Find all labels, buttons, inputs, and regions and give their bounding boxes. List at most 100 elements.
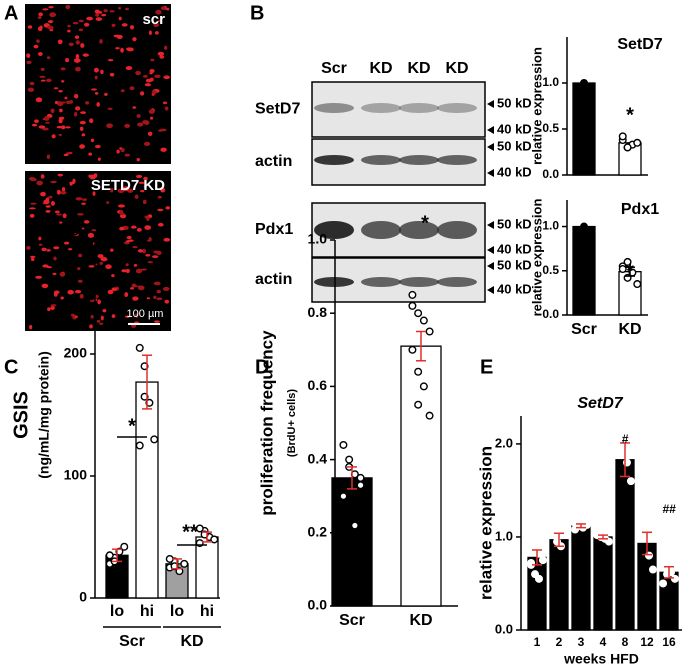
cell: [132, 37, 137, 42]
cell: [67, 24, 71, 28]
cell: [116, 149, 120, 154]
cell: [29, 177, 37, 182]
data-point: [135, 343, 144, 352]
cell: [166, 7, 170, 11]
marker-arrow: [487, 100, 494, 108]
lane-label: KD: [445, 60, 468, 77]
y-tick-label: 200: [64, 345, 88, 361]
band: [399, 103, 439, 113]
cell: [37, 52, 43, 57]
cell: [46, 154, 51, 159]
data-point: [135, 441, 144, 450]
cell: [130, 287, 134, 290]
cell: [56, 125, 63, 129]
annotation: ##: [662, 502, 676, 516]
cell: [33, 44, 39, 49]
cell: [120, 47, 124, 53]
x-tick-label: hi: [140, 603, 154, 620]
cell: [91, 229, 97, 232]
cell: [106, 201, 110, 204]
cell: [131, 225, 137, 229]
cell: [80, 43, 85, 48]
cell: [124, 123, 131, 128]
cell: [154, 320, 160, 323]
cell: [129, 86, 135, 91]
cell: [40, 191, 46, 197]
lane-label: KD: [407, 60, 430, 77]
annotation: *: [421, 212, 429, 234]
cell: [52, 272, 57, 276]
annotation: **: [182, 521, 198, 543]
band: [314, 155, 354, 165]
cell: [96, 102, 100, 107]
cell: [40, 174, 45, 179]
cell: [90, 138, 95, 143]
cell: [110, 188, 114, 193]
data-point: [637, 514, 646, 523]
cell: [106, 123, 114, 129]
cell: [120, 89, 125, 93]
cell: [109, 72, 115, 77]
cell: [89, 118, 94, 124]
cell: [29, 324, 33, 330]
band: [314, 277, 354, 287]
cell: [48, 6, 54, 9]
group-label: KD: [180, 633, 203, 650]
cell: [150, 58, 155, 62]
cell: [64, 241, 70, 245]
data-point: [425, 327, 434, 336]
cell: [157, 51, 165, 56]
cell: [50, 108, 55, 113]
cell: [30, 255, 36, 258]
data-point: [419, 382, 428, 391]
cell: [47, 20, 54, 24]
cell: [54, 210, 60, 214]
y-tick-label: 0.4: [308, 450, 328, 466]
cell: [38, 12, 43, 17]
y-tick-label: 0.2: [308, 524, 328, 540]
panel-label: B: [250, 2, 264, 24]
cell: [143, 75, 148, 78]
cell: [77, 279, 83, 283]
x-tick-label: 3: [578, 635, 585, 649]
cell: [81, 202, 86, 205]
data-point: [538, 556, 547, 565]
row-label: actin: [255, 153, 292, 170]
data-point: [339, 440, 348, 449]
cell: [45, 121, 50, 124]
cell: [59, 271, 65, 277]
cell: [29, 207, 36, 210]
chart-title: SetD7: [577, 395, 623, 412]
cell: [40, 67, 45, 71]
y-tick-label: 0: [79, 589, 87, 605]
band: [361, 103, 401, 113]
cell: [50, 180, 57, 184]
data-point: [623, 257, 632, 266]
scale-bar-label: 100 µm: [127, 308, 164, 320]
cell: [79, 293, 84, 299]
cell: [137, 249, 144, 253]
cell: [86, 16, 94, 21]
cell: [84, 22, 90, 27]
cell: [111, 314, 116, 319]
y-tick-label: 2.0: [495, 435, 513, 450]
data-point: [105, 551, 114, 560]
cell: [136, 157, 140, 162]
band: [314, 221, 354, 239]
cell: [164, 45, 168, 50]
x-tick-label: hi: [200, 603, 214, 620]
data-point: [531, 542, 540, 551]
cell: [146, 239, 152, 242]
cell: [26, 245, 31, 250]
cell: [136, 114, 141, 118]
cell: [153, 295, 157, 300]
y-tick-label: 0.0: [308, 597, 328, 613]
cell: [135, 268, 143, 274]
cell: [75, 289, 82, 294]
cell: [58, 90, 63, 93]
cell: [124, 292, 129, 298]
cell: [75, 54, 80, 59]
band: [314, 103, 354, 113]
cell: [35, 275, 43, 279]
